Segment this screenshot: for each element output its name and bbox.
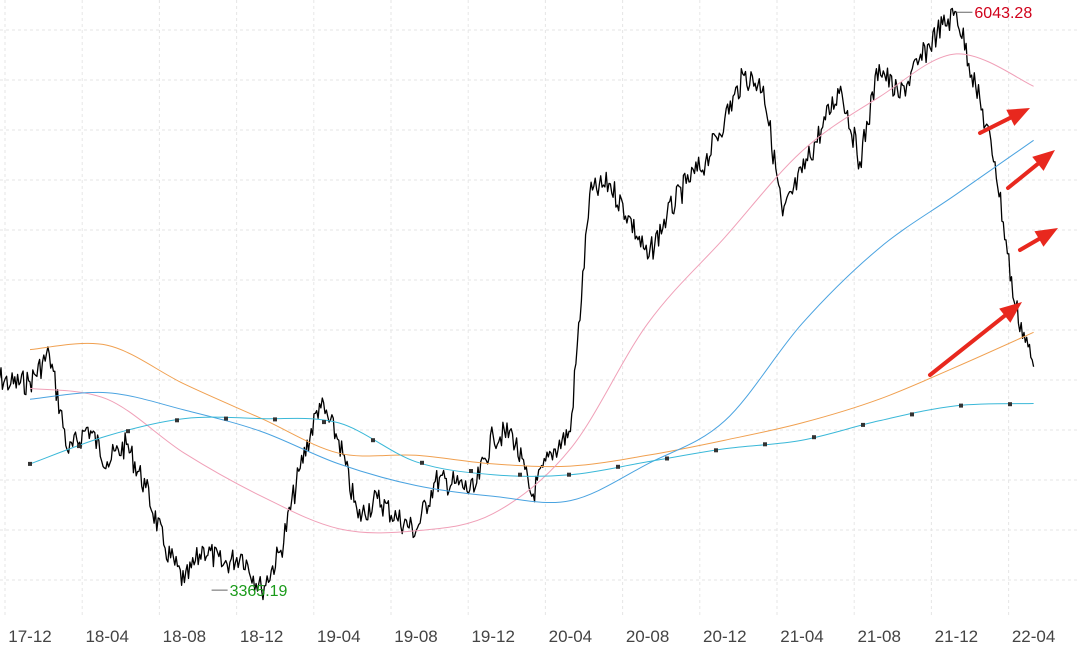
grid (0, 0, 1080, 615)
ma-marker (616, 464, 620, 469)
ma-marker (126, 429, 130, 434)
ma-marker (77, 444, 81, 449)
moving-average-line-2 (29, 53, 1034, 534)
label-layer: 6043.28 3365.19 (211, 5, 1032, 600)
series-layer (0, 7, 1035, 601)
x-tick-label: 21-08 (857, 627, 900, 646)
x-tick-label: 20-12 (703, 627, 746, 646)
ma-marker (175, 418, 179, 423)
moving-average-line-3 (29, 139, 1034, 504)
x-tick-label: 18-12 (240, 627, 283, 646)
red-arrow (1006, 150, 1055, 190)
x-tick-label: 18-08 (163, 627, 206, 646)
x-tick-label: 20-08 (626, 627, 669, 646)
ma-marker (910, 412, 914, 417)
max-value-label: 6043.28 (974, 5, 1032, 22)
x-tick-label: 20-04 (549, 627, 592, 646)
x-tick-label: 18-04 (85, 627, 128, 646)
x-tick-label: 19-08 (394, 627, 437, 646)
ma-marker (714, 448, 718, 453)
x-tick-label: 19-12 (471, 627, 514, 646)
ma-marker (28, 461, 32, 466)
x-axis: 17-12 18-04 18-08 18-12 19-04 19-08 19-12 20-04… (8, 627, 1055, 646)
price-line (0, 7, 1035, 601)
ma-marker (763, 442, 767, 447)
ma-marker (322, 420, 326, 425)
ma-marker (959, 403, 963, 408)
ma-marker (1008, 402, 1012, 407)
ma-marker (518, 472, 522, 477)
ma-marker (861, 422, 865, 427)
moving-average-line-1 (29, 331, 1034, 468)
ma-marker (665, 456, 669, 461)
x-tick-label: 19-04 (317, 627, 360, 646)
red-arrow (1018, 228, 1058, 252)
ma-marker (224, 416, 228, 421)
moving-average-line-4 (29, 403, 1034, 477)
arrow-layer (928, 108, 1058, 377)
red-arrow (978, 108, 1030, 135)
ma-marker (273, 417, 277, 422)
x-tick-label: 21-12 (935, 627, 978, 646)
x-tick-label: 17-12 (8, 627, 51, 646)
ma-marker (371, 438, 375, 443)
ma-marker (469, 469, 473, 473)
min-value-label: 3365.19 (230, 583, 288, 600)
ma-marker (812, 435, 816, 440)
x-tick-label: 21-04 (780, 627, 823, 646)
red-arrow (928, 302, 1022, 377)
ma-marker (420, 460, 424, 465)
x-tick-label: 22-04 (1012, 627, 1055, 646)
ma-marker (567, 472, 571, 477)
